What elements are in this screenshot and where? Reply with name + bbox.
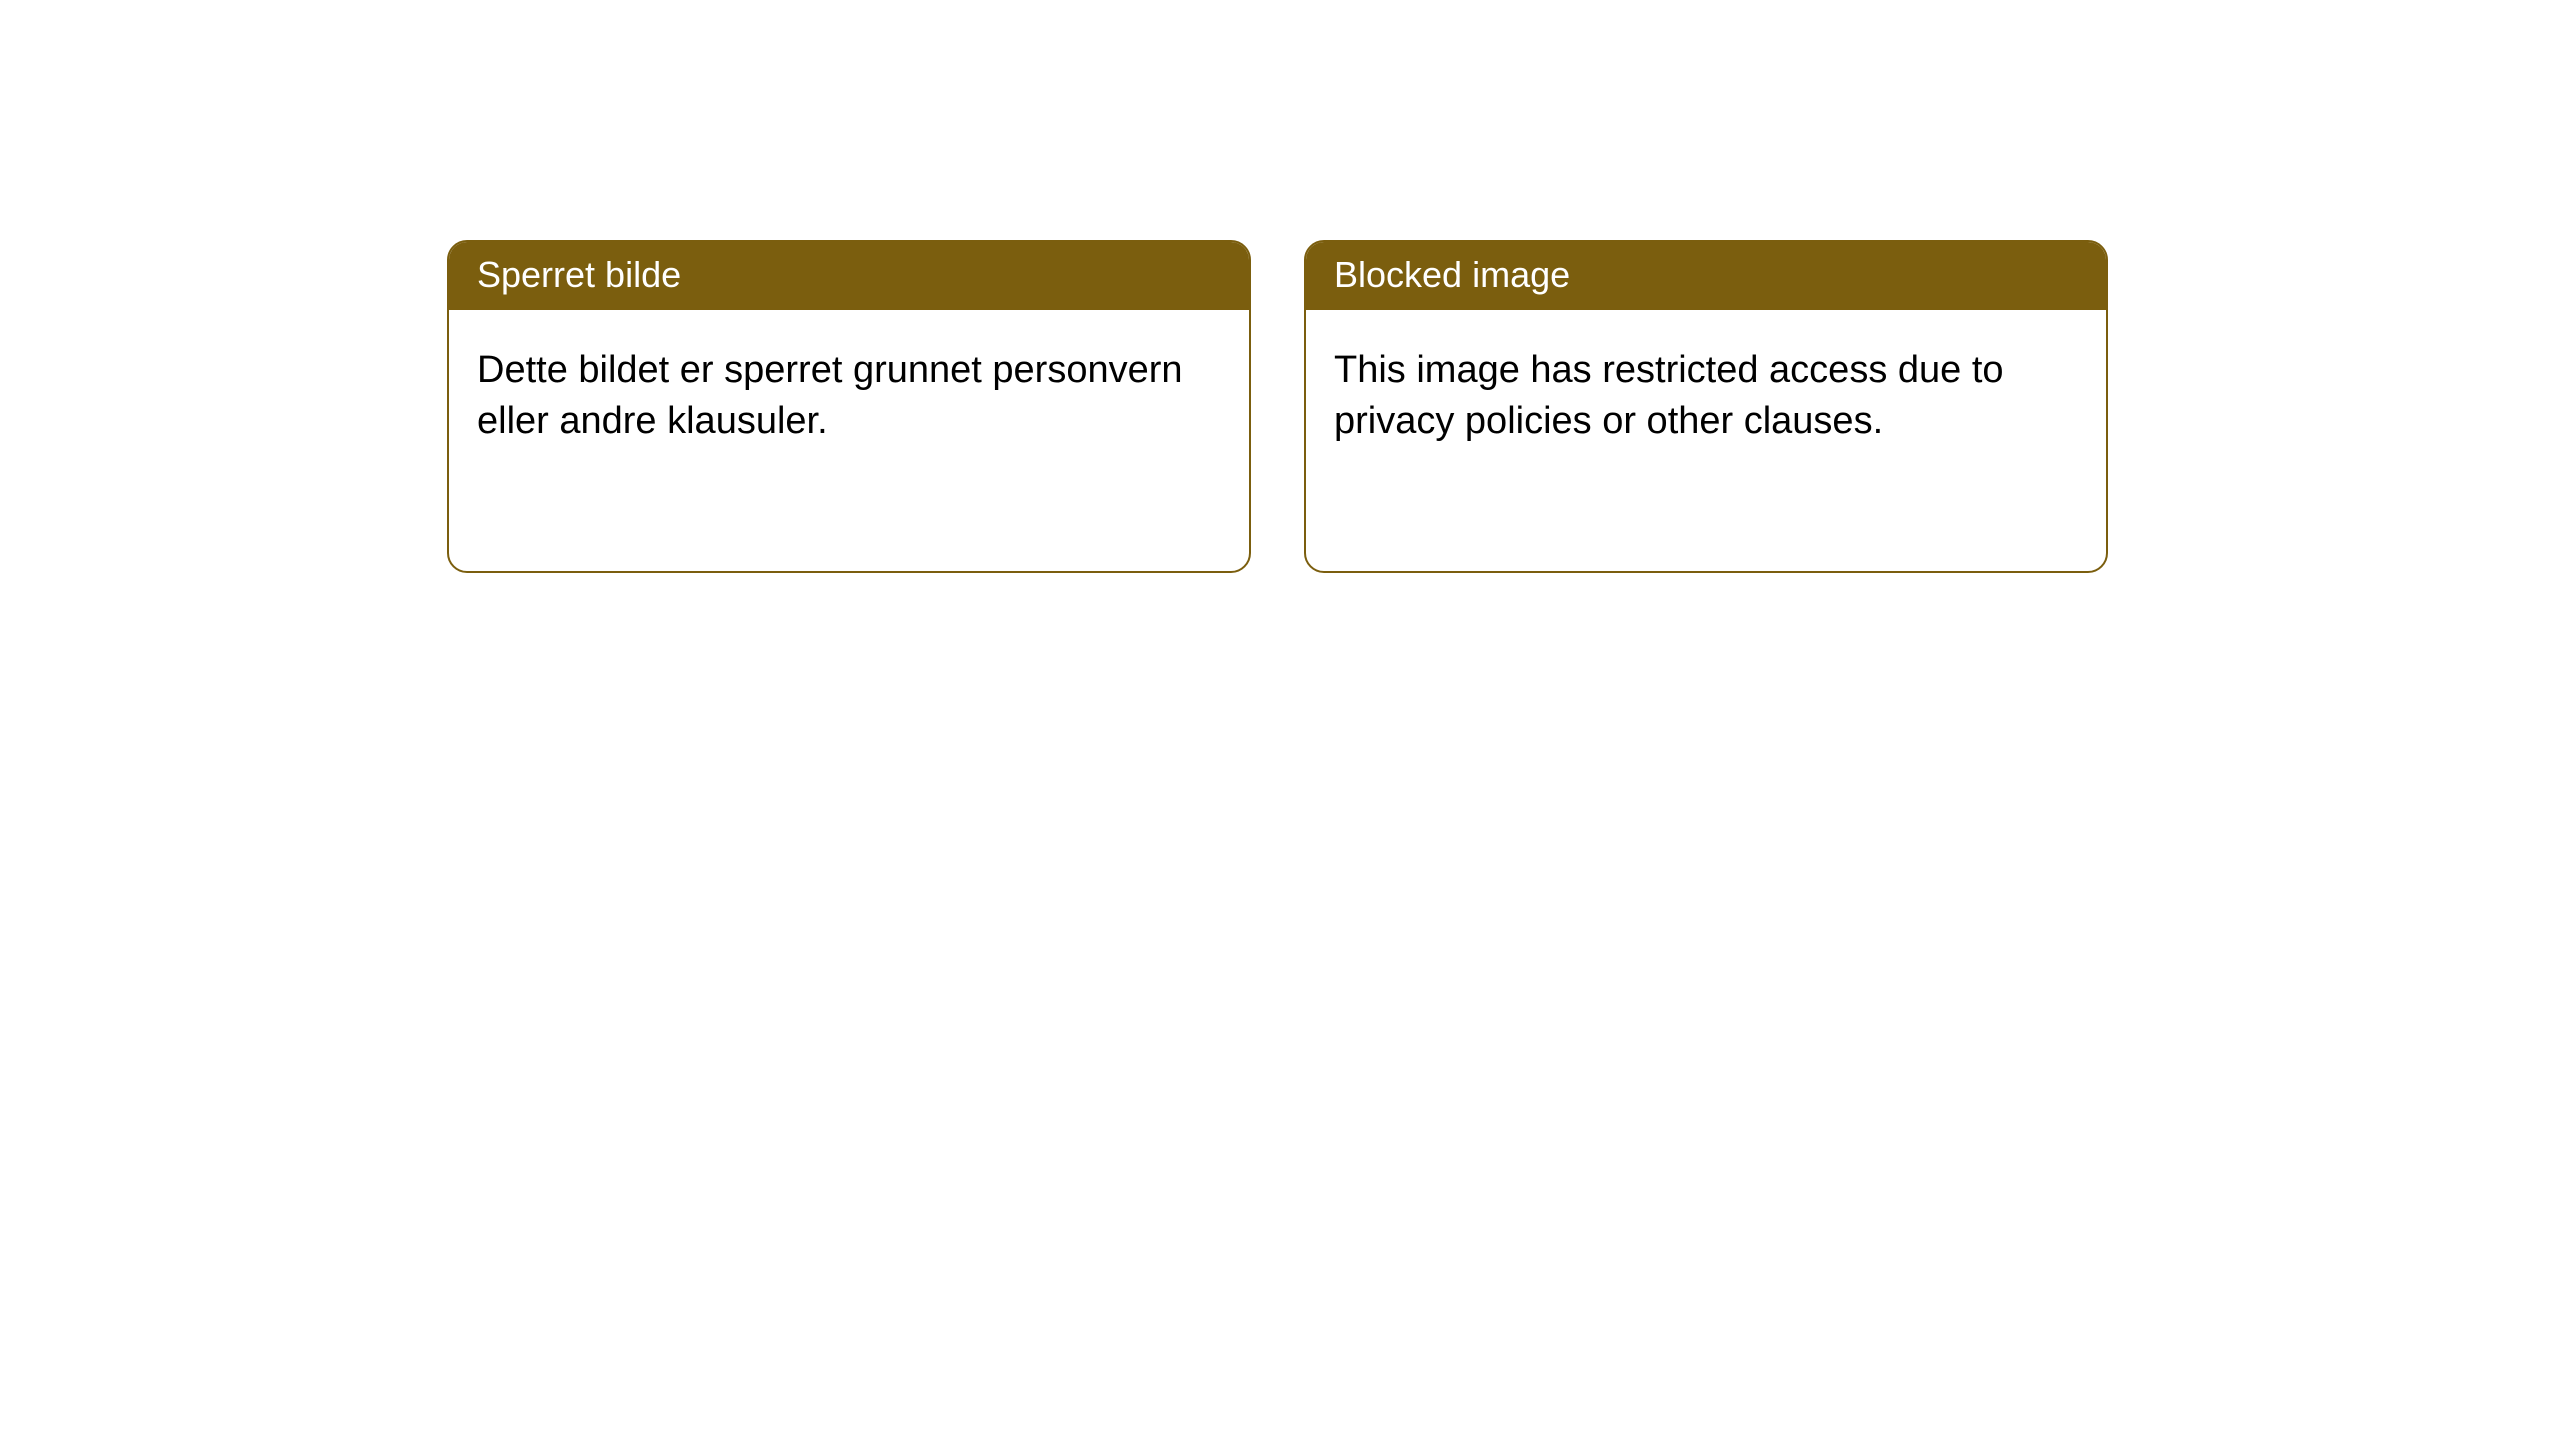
card-body-text: This image has restricted access due to … [1334, 349, 2004, 442]
card-title: Sperret bilde [477, 254, 681, 295]
card-body-text: Dette bildet er sperret grunnet personve… [477, 349, 1183, 442]
notice-cards-container: Sperret bilde Dette bildet er sperret gr… [447, 240, 2108, 573]
notice-card-norwegian: Sperret bilde Dette bildet er sperret gr… [447, 240, 1251, 573]
card-title: Blocked image [1334, 254, 1570, 295]
card-body: This image has restricted access due to … [1306, 310, 2106, 483]
card-body: Dette bildet er sperret grunnet personve… [449, 310, 1249, 483]
card-header: Sperret bilde [449, 242, 1249, 310]
notice-card-english: Blocked image This image has restricted … [1304, 240, 2108, 573]
card-header: Blocked image [1306, 242, 2106, 310]
